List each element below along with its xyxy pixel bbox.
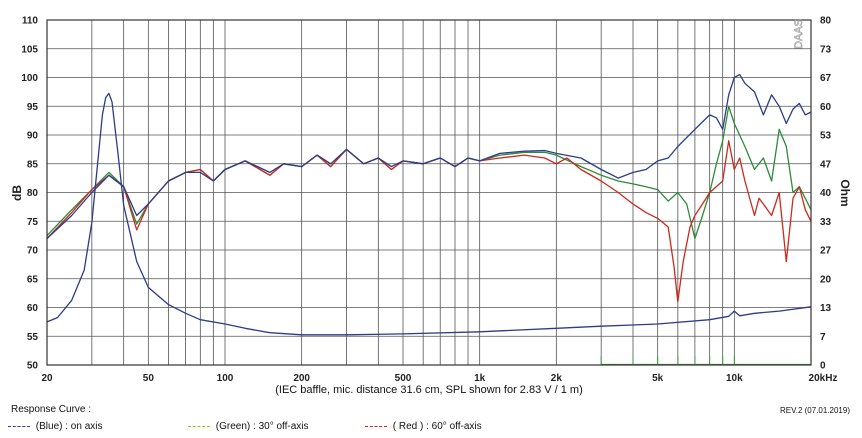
legend-swatch-blue <box>8 425 30 427</box>
y-tick-label: 80 <box>27 188 39 199</box>
x-tick-label: 100 <box>217 373 234 384</box>
x-axis-caption: (IEC baffle, mic. distance 31.6 cm, SPL … <box>275 384 583 396</box>
y-tick-label: 90 <box>27 131 39 142</box>
y-axis-title: dB <box>10 185 24 201</box>
revision-label: REV.2 (07.01.2019) <box>780 406 850 415</box>
plot-frame <box>46 19 812 366</box>
legend-label-green: (Green) : 30° off-axis <box>215 421 309 432</box>
legend-item-blue: (Blue) : on axis <box>8 421 102 432</box>
y-tick-label: 105 <box>21 44 38 55</box>
y2-tick-label: 13 <box>820 303 832 314</box>
y2-tick-label: 67 <box>820 73 832 84</box>
y2-tick-label: 53 <box>820 131 832 142</box>
x-tick-label: 5k <box>652 373 664 384</box>
x-tick-label: 1k <box>474 373 486 384</box>
x-tick-label: 200 <box>293 373 310 384</box>
legend-heading: Response Curve : <box>11 404 92 415</box>
y2-axis-title: Ohm <box>838 179 852 206</box>
y2-tick-label: 40 <box>820 188 832 199</box>
legend-swatch-red <box>365 425 387 427</box>
x-tick-label: 10k <box>726 373 743 384</box>
y-tick-label: 50 <box>27 361 39 372</box>
y2-tick-label: 60 <box>820 102 832 113</box>
watermark: DAAS <box>793 19 805 49</box>
legend-label-red: ( Red ) : 60° off-axis <box>392 421 482 432</box>
y2-tick-label: 0 <box>820 361 826 372</box>
y-tick-label: 65 <box>27 274 39 285</box>
y-tick-label: 75 <box>27 217 39 228</box>
legend-label-blue: (Blue) : on axis <box>35 421 103 432</box>
x-tick-labels: 20 50 100 200 500 1k 2k 5k 10k 20kHz <box>41 373 837 384</box>
y-tick-label: 110 <box>22 16 39 27</box>
y2-tick-label: 73 <box>820 44 832 55</box>
y-tick-label: 95 <box>27 102 39 113</box>
y2-tick-label: 7 <box>820 332 826 343</box>
legend: Response Curve : REV.2 (07.01.2019) (Blu… <box>8 404 854 436</box>
left-tick-labels: 50 55 60 65 70 75 80 85 90 95 100 105 110 <box>21 16 38 372</box>
y2-tick-label: 27 <box>820 246 832 257</box>
y-tick-label: 100 <box>21 73 38 84</box>
right-tick-labels: 0 7 13 20 27 33 40 47 53 60 67 73 80 <box>820 16 832 372</box>
on-axis-line <box>46 73 812 239</box>
legend-item-green: (Green) : 30° off-axis <box>188 421 309 432</box>
x-tick-label: 2k <box>551 373 563 384</box>
impedance-line <box>46 92 812 336</box>
plot-background <box>0 0 862 404</box>
y2-tick-label: 33 <box>820 217 832 228</box>
legend-item-red: ( Red ) : 60° off-axis <box>365 421 482 432</box>
x-tick-label: 20 <box>41 373 53 384</box>
y2-tick-label: 80 <box>820 16 832 27</box>
x-tick-label: 500 <box>395 373 412 384</box>
series-layer <box>46 73 812 336</box>
y2-tick-label: 20 <box>820 274 832 285</box>
y-tick-label: 85 <box>27 159 39 170</box>
y-tick-label: 60 <box>27 303 39 314</box>
frequency-response-chart: 50 55 60 65 70 75 80 85 90 95 100 105 110 0 7 13 20 27 33… <box>0 0 862 404</box>
y-tick-label: 55 <box>27 332 39 343</box>
x-tick-label: 20kHz <box>809 373 838 384</box>
legend-swatch-green <box>188 425 210 427</box>
x-tick-label: 50 <box>143 373 155 384</box>
y-tick-label: 70 <box>27 246 39 257</box>
y2-tick-label: 47 <box>820 159 832 170</box>
